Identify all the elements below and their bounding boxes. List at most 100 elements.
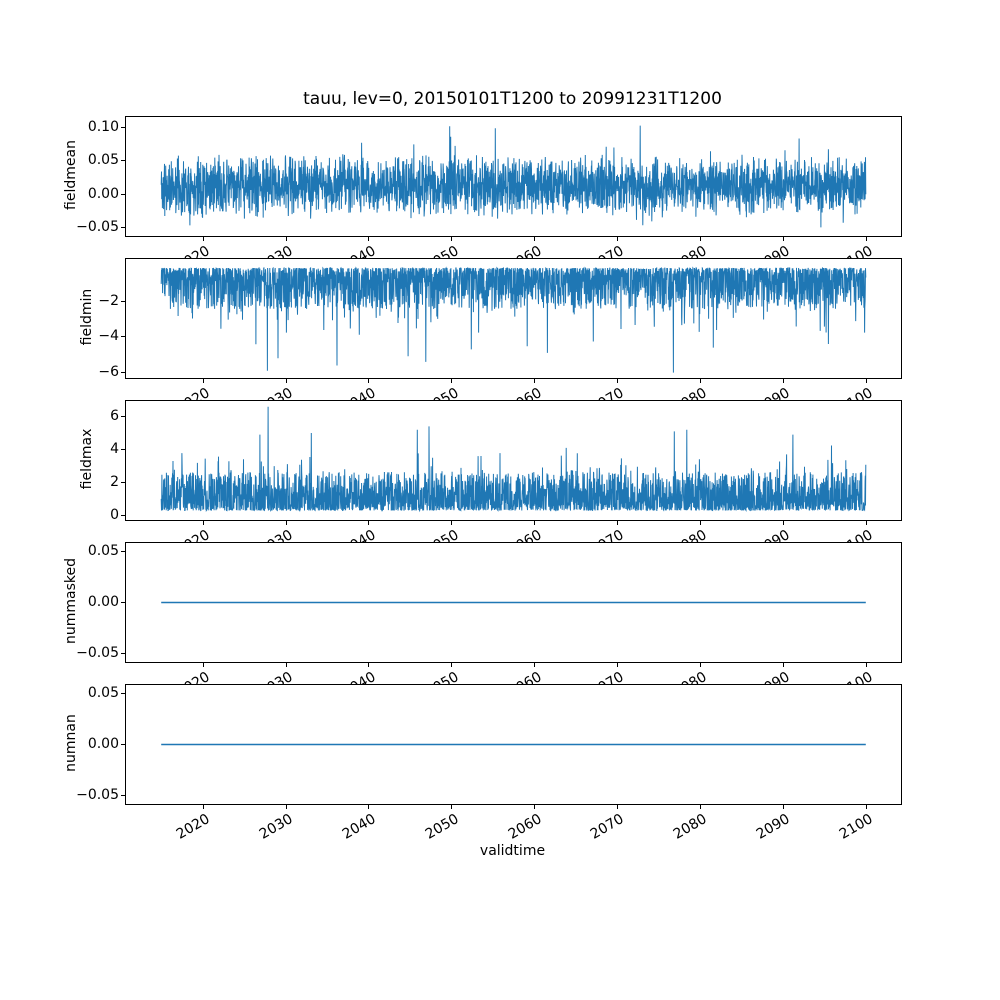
x-tick-mark	[368, 663, 370, 667]
x-tick-mark	[617, 663, 619, 667]
subplot-nummasked: 0.050.00−0.05202020302040205020602070208…	[63, 542, 902, 701]
y-tick-label: −4	[98, 328, 119, 345]
series-line-nummasked	[161, 601, 866, 604]
y-tick-label: 0.00	[87, 594, 119, 610]
x-tick-mark	[534, 805, 536, 809]
x-tick-label: 2080	[671, 811, 710, 843]
y-tick-mark	[121, 193, 125, 195]
series-line-numnan	[161, 743, 866, 746]
x-tick-label: 2040	[339, 811, 379, 843]
x-tick-mark	[285, 805, 287, 809]
x-axis-label: validtime	[479, 843, 546, 859]
y-axis-label-numnan: numnan	[63, 713, 79, 772]
y-axis-label-fieldmean: fieldmean	[63, 139, 79, 210]
y-tick-mark	[121, 127, 125, 129]
y-tick-label: 0.05	[87, 685, 119, 702]
y-tick-mark	[121, 372, 125, 374]
x-tick-mark	[699, 663, 701, 667]
x-tick-mark	[368, 237, 370, 241]
x-tick-mark	[865, 521, 867, 525]
y-tick-mark	[121, 336, 125, 338]
x-tick-mark	[782, 663, 784, 667]
y-tick-label: 0.10	[87, 119, 119, 136]
data-series	[160, 266, 867, 373]
y-tick-mark	[121, 602, 125, 603]
y-tick-label: −2	[98, 292, 119, 309]
y-axis-label-fieldmin: fieldmin	[79, 288, 95, 345]
x-tick-mark	[202, 379, 204, 383]
y-tick-mark	[121, 744, 125, 745]
x-tick-label: 2070	[588, 811, 628, 843]
x-tick-mark	[368, 805, 370, 809]
x-tick-mark	[534, 379, 536, 383]
x-tick-mark	[782, 379, 784, 383]
x-tick-mark	[368, 379, 370, 383]
x-tick-mark	[451, 663, 453, 667]
y-tick-mark	[121, 226, 125, 228]
y-axis-label-nummasked: nummasked	[63, 557, 79, 644]
x-tick-mark	[202, 805, 204, 809]
y-tick-label: 6	[110, 408, 119, 425]
series-line-fieldmean	[160, 125, 867, 228]
x-tick-mark	[285, 237, 287, 241]
x-tick-mark	[202, 663, 204, 667]
x-tick-mark	[534, 521, 536, 525]
x-tick-mark	[617, 521, 619, 525]
y-tick-label: 0.00	[87, 736, 119, 752]
x-tick-mark	[451, 379, 453, 383]
x-tick-label: 2100	[836, 811, 876, 843]
x-tick-mark	[451, 237, 453, 241]
x-tick-mark	[699, 379, 701, 383]
y-tick-mark	[121, 693, 125, 695]
y-axis-label-fieldmax: fieldmax	[79, 428, 95, 489]
y-tick-label: 0.05	[87, 543, 119, 560]
x-tick-mark	[782, 237, 784, 241]
y-tick-mark	[121, 448, 125, 450]
y-tick-label: −0.05	[76, 644, 119, 661]
x-tick-mark	[451, 805, 453, 809]
y-tick-label: 4	[110, 440, 119, 457]
x-tick-mark	[285, 379, 287, 383]
x-tick-mark	[865, 663, 867, 667]
subplot-fieldmin: −2−4−62020203020402050206020702080209021…	[79, 258, 902, 417]
y-tick-mark	[121, 652, 125, 654]
x-tick-mark	[865, 237, 867, 241]
x-tick-label: 2050	[422, 811, 462, 843]
y-tick-mark	[121, 551, 125, 553]
y-tick-label: −6	[98, 364, 119, 381]
x-tick-mark	[699, 237, 701, 241]
y-tick-mark	[121, 160, 125, 162]
subplot-fieldmax: 6420202020302040205020602070208020902100…	[79, 400, 902, 559]
x-tick-mark	[865, 805, 867, 809]
x-tick-mark	[202, 521, 204, 525]
data-series	[160, 406, 867, 513]
y-tick-label: −0.05	[76, 786, 119, 803]
y-tick-label: 2	[110, 473, 119, 490]
x-tick-mark	[202, 237, 204, 241]
y-tick-mark	[121, 514, 125, 516]
x-tick-mark	[782, 805, 784, 809]
x-tick-mark	[699, 805, 701, 809]
y-tick-label: 0.05	[87, 152, 119, 169]
x-tick-mark	[617, 379, 619, 383]
y-tick-mark	[121, 481, 125, 483]
x-tick-mark	[534, 663, 536, 667]
subplot-numnan: 0.05 0.00 −0.05 2020 2030 2040 2050 2060 2070 208…	[63, 684, 902, 843]
y-tick-mark	[121, 416, 125, 418]
x-tick-mark	[285, 521, 287, 525]
x-tick-label: 2060	[505, 811, 545, 843]
y-tick-label: 0	[110, 506, 119, 523]
subplot-fieldmean: 0.100.050.00−0.0520202030204020502060207…	[63, 116, 902, 275]
y-tick-mark	[121, 794, 125, 796]
figure-title: tauu, lev=0, 20150101T1200 to 20991231T1…	[303, 89, 722, 109]
x-tick-mark	[285, 663, 287, 667]
y-tick-mark	[121, 300, 125, 302]
x-tick-mark	[782, 521, 784, 525]
x-tick-mark	[617, 805, 619, 809]
x-tick-mark	[451, 521, 453, 525]
x-tick-label: 2090	[754, 811, 793, 843]
x-tick-mark	[617, 237, 619, 241]
x-tick-mark	[699, 521, 701, 525]
x-tick-mark	[368, 521, 370, 525]
